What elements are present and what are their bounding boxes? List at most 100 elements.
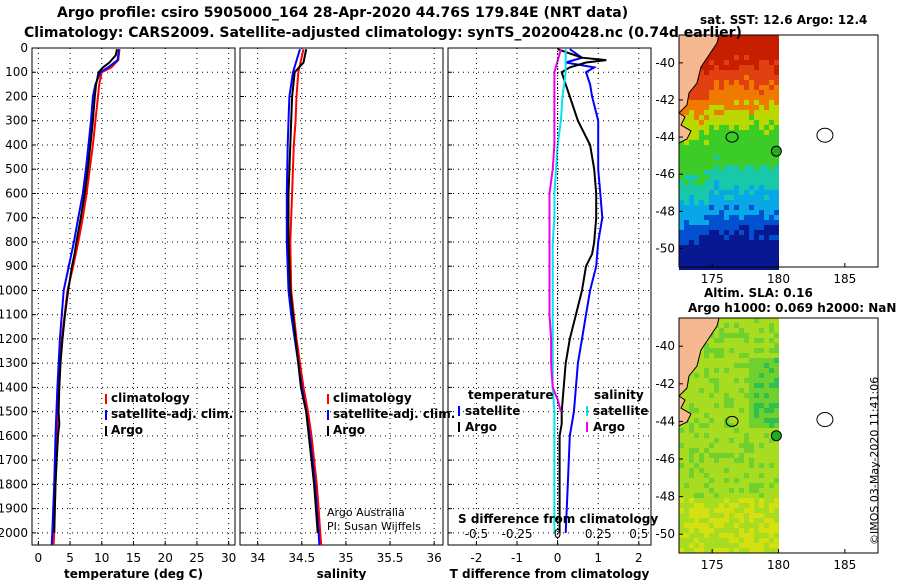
map-cell [749,250,754,255]
map-cell [744,240,749,245]
map-cell [749,423,754,428]
series-line-argo [53,48,118,533]
map-cell [749,343,754,348]
map-cell [734,250,739,255]
map-cell [694,503,699,508]
map-cell [774,240,779,245]
figure-title-line1: Argo profile: csiro 5905000_164 28-Apr-2… [57,5,629,21]
map-cell [774,155,779,160]
map-cell [759,35,764,40]
map-cell [684,220,689,225]
map-cell [749,85,754,90]
map-cell [684,508,689,513]
map-cell [699,245,704,250]
map-cell [734,70,739,75]
map-cell [759,488,764,493]
map-cell [724,428,729,433]
map-cell [774,343,779,348]
map-cell [759,348,764,353]
map-cell [744,403,749,408]
map-cell [764,363,769,368]
x-tick-label: 15 [126,551,141,565]
map-cell [774,473,779,478]
map-cell [684,115,689,120]
map-cell [694,135,699,140]
map-cell [774,220,779,225]
map-cell [709,503,714,508]
map-cell [684,423,689,428]
map-cell [739,373,744,378]
map-cell [714,398,719,403]
map-cell [774,205,779,210]
map-cell [754,110,759,115]
map-cell [739,448,744,453]
map-cell [759,498,764,503]
map-cell [694,105,699,110]
map-cell [724,110,729,115]
depth-tick-label: 1300 [0,356,28,370]
map-cell [754,240,759,245]
map-cell [749,245,754,250]
map-cell [699,235,704,240]
map-cell [709,230,714,235]
map-cell [759,483,764,488]
map-cell [714,245,719,250]
map-cell [774,140,779,145]
map-cell [694,453,699,458]
map-cell [694,100,699,105]
map-cell [724,210,729,215]
map-cell [764,518,769,523]
map-cell [764,513,769,518]
map-cell [719,185,724,190]
map-cell [724,393,729,398]
map-cell [699,205,704,210]
map-cell [729,115,734,120]
depth-tick-label: 800 [5,235,28,249]
map-cell [769,105,774,110]
map-cell [684,120,689,125]
map-cell [709,260,714,265]
map-cell [759,363,764,368]
map-cell [679,468,684,473]
map-cell [729,240,734,245]
map-cell [689,538,694,543]
map-cell [724,255,729,260]
map-cell [764,473,769,478]
map-cell [739,488,744,493]
map-cell [684,215,689,220]
map-cell [709,60,714,65]
map-cell [749,348,754,353]
map-cell [729,333,734,338]
depth-tick-label: 600 [5,186,28,200]
map-cell [729,353,734,358]
map-cell [769,493,774,498]
map-cell [689,458,694,463]
map-cell [764,170,769,175]
map-cell [774,100,779,105]
map-cell [744,120,749,125]
map-cell [684,433,689,438]
map-cell [724,85,729,90]
map-cell [759,388,764,393]
map-cell [704,453,709,458]
map-cell [739,220,744,225]
map-cell [714,363,719,368]
map-cell [704,230,709,235]
map-cell [739,215,744,220]
map-cell [719,503,724,508]
map-cell [719,353,724,358]
map-cell [764,250,769,255]
map-cell [679,513,684,518]
map-cell [769,393,774,398]
map-cell [754,478,759,483]
map-cell [729,80,734,85]
map-cell [724,343,729,348]
map-cell [699,120,704,125]
map-cell [694,513,699,518]
map-cell [759,65,764,70]
map-cell [699,418,704,423]
map-cell [724,318,729,323]
x-tick-label: -1 [511,551,523,565]
plot-frame [447,47,652,546]
secondary-x-axis-label: S difference from climatology [458,512,658,526]
